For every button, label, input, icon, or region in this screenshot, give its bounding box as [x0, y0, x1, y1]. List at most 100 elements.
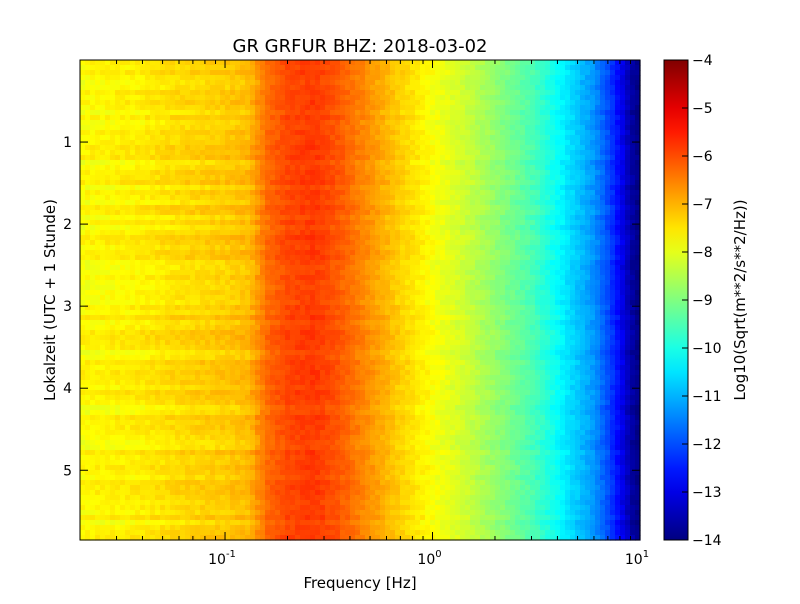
heatmap-cell	[200, 265, 206, 271]
heatmap-cell	[300, 235, 306, 241]
heatmap-cell	[535, 175, 541, 181]
heatmap-cell	[455, 200, 461, 206]
heatmap-cell	[285, 145, 291, 151]
heatmap-cell	[460, 245, 466, 251]
heatmap-cell	[175, 245, 181, 251]
heatmap-cell	[485, 140, 491, 146]
heatmap-cell	[90, 205, 96, 211]
heatmap-cell	[410, 65, 416, 71]
heatmap-cell	[450, 120, 456, 126]
heatmap-cell	[185, 235, 191, 241]
heatmap-cell	[135, 220, 141, 226]
heatmap-cell	[225, 75, 231, 81]
heatmap-cell	[205, 125, 211, 131]
heatmap-cell	[185, 75, 191, 81]
heatmap-cell	[370, 170, 376, 176]
heatmap-cell	[120, 70, 126, 76]
heatmap-cell	[385, 80, 391, 86]
heatmap-cell	[550, 105, 556, 111]
heatmap-cell	[325, 260, 331, 266]
heatmap-cell	[375, 85, 381, 91]
heatmap-cell	[130, 85, 136, 91]
heatmap-cell	[510, 160, 516, 166]
heatmap-cell	[490, 125, 496, 131]
heatmap-cell	[315, 235, 321, 241]
heatmap-cell	[625, 90, 631, 96]
heatmap-cell	[425, 180, 431, 186]
heatmap-cell	[445, 190, 451, 196]
heatmap-cell	[375, 205, 381, 211]
heatmap-cell	[480, 200, 486, 206]
heatmap-cell	[455, 185, 461, 191]
heatmap-cell	[200, 180, 206, 186]
heatmap-cell	[440, 255, 446, 261]
heatmap-cell	[190, 95, 196, 101]
heatmap-cell	[155, 120, 161, 126]
heatmap-cell	[410, 140, 416, 146]
heatmap-cell	[565, 215, 571, 221]
heatmap-cell	[610, 105, 616, 111]
heatmap-cell	[110, 125, 116, 131]
heatmap-cell	[150, 80, 156, 86]
heatmap-cell	[425, 265, 431, 271]
heatmap-cell	[245, 190, 251, 196]
heatmap-cell	[610, 180, 616, 186]
heatmap-cell	[350, 110, 356, 116]
heatmap-cell	[170, 180, 176, 186]
heatmap-cell	[105, 220, 111, 226]
heatmap-cell	[145, 210, 151, 216]
heatmap-cell	[430, 200, 436, 206]
heatmap-cell	[380, 70, 386, 76]
heatmap-cell	[145, 60, 151, 66]
heatmap-cell	[440, 135, 446, 141]
heatmap-cell	[630, 175, 636, 181]
heatmap-cell	[215, 140, 221, 146]
heatmap-cell	[495, 90, 501, 96]
heatmap-cell	[310, 150, 316, 156]
heatmap-cell	[330, 65, 336, 71]
heatmap-cell	[490, 130, 496, 136]
heatmap-cell	[160, 260, 166, 266]
heatmap-cell	[170, 270, 176, 276]
heatmap-cell	[545, 235, 551, 241]
heatmap-cell	[360, 185, 366, 191]
heatmap-cell	[360, 155, 366, 161]
heatmap-cell	[350, 275, 356, 281]
heatmap-cell	[625, 195, 631, 201]
heatmap-cell	[315, 255, 321, 261]
heatmap-cell	[625, 100, 631, 106]
heatmap-cell	[285, 215, 291, 221]
heatmap-cell	[510, 245, 516, 251]
heatmap-cell	[360, 235, 366, 241]
heatmap-cell	[610, 150, 616, 156]
heatmap-cell	[310, 165, 316, 171]
heatmap-cell	[415, 70, 421, 76]
heatmap-cell	[635, 65, 641, 71]
heatmap-cell	[580, 250, 586, 256]
heatmap-cell	[160, 125, 166, 131]
heatmap-cell	[220, 125, 226, 131]
heatmap-cell	[365, 280, 371, 286]
heatmap-cell	[420, 115, 426, 121]
heatmap-cell	[160, 205, 166, 211]
heatmap-cell	[245, 90, 251, 96]
heatmap-cell	[410, 90, 416, 96]
heatmap-cell	[420, 75, 426, 81]
heatmap-cell	[105, 185, 111, 191]
heatmap-cell	[225, 80, 231, 86]
heatmap-cell	[400, 60, 406, 66]
heatmap-cell	[590, 170, 596, 176]
heatmap-cell	[175, 220, 181, 226]
heatmap-cell	[475, 135, 481, 141]
heatmap-cell	[175, 110, 181, 116]
heatmap-cell	[465, 255, 471, 261]
heatmap-cell	[255, 215, 261, 221]
heatmap-cell	[175, 75, 181, 81]
heatmap-cell	[185, 165, 191, 171]
heatmap-cell	[390, 210, 396, 216]
heatmap-cell	[620, 70, 626, 76]
heatmap-cell	[180, 195, 186, 201]
heatmap-cell	[330, 105, 336, 111]
heatmap-cell	[495, 270, 501, 276]
heatmap-cell	[340, 270, 346, 276]
